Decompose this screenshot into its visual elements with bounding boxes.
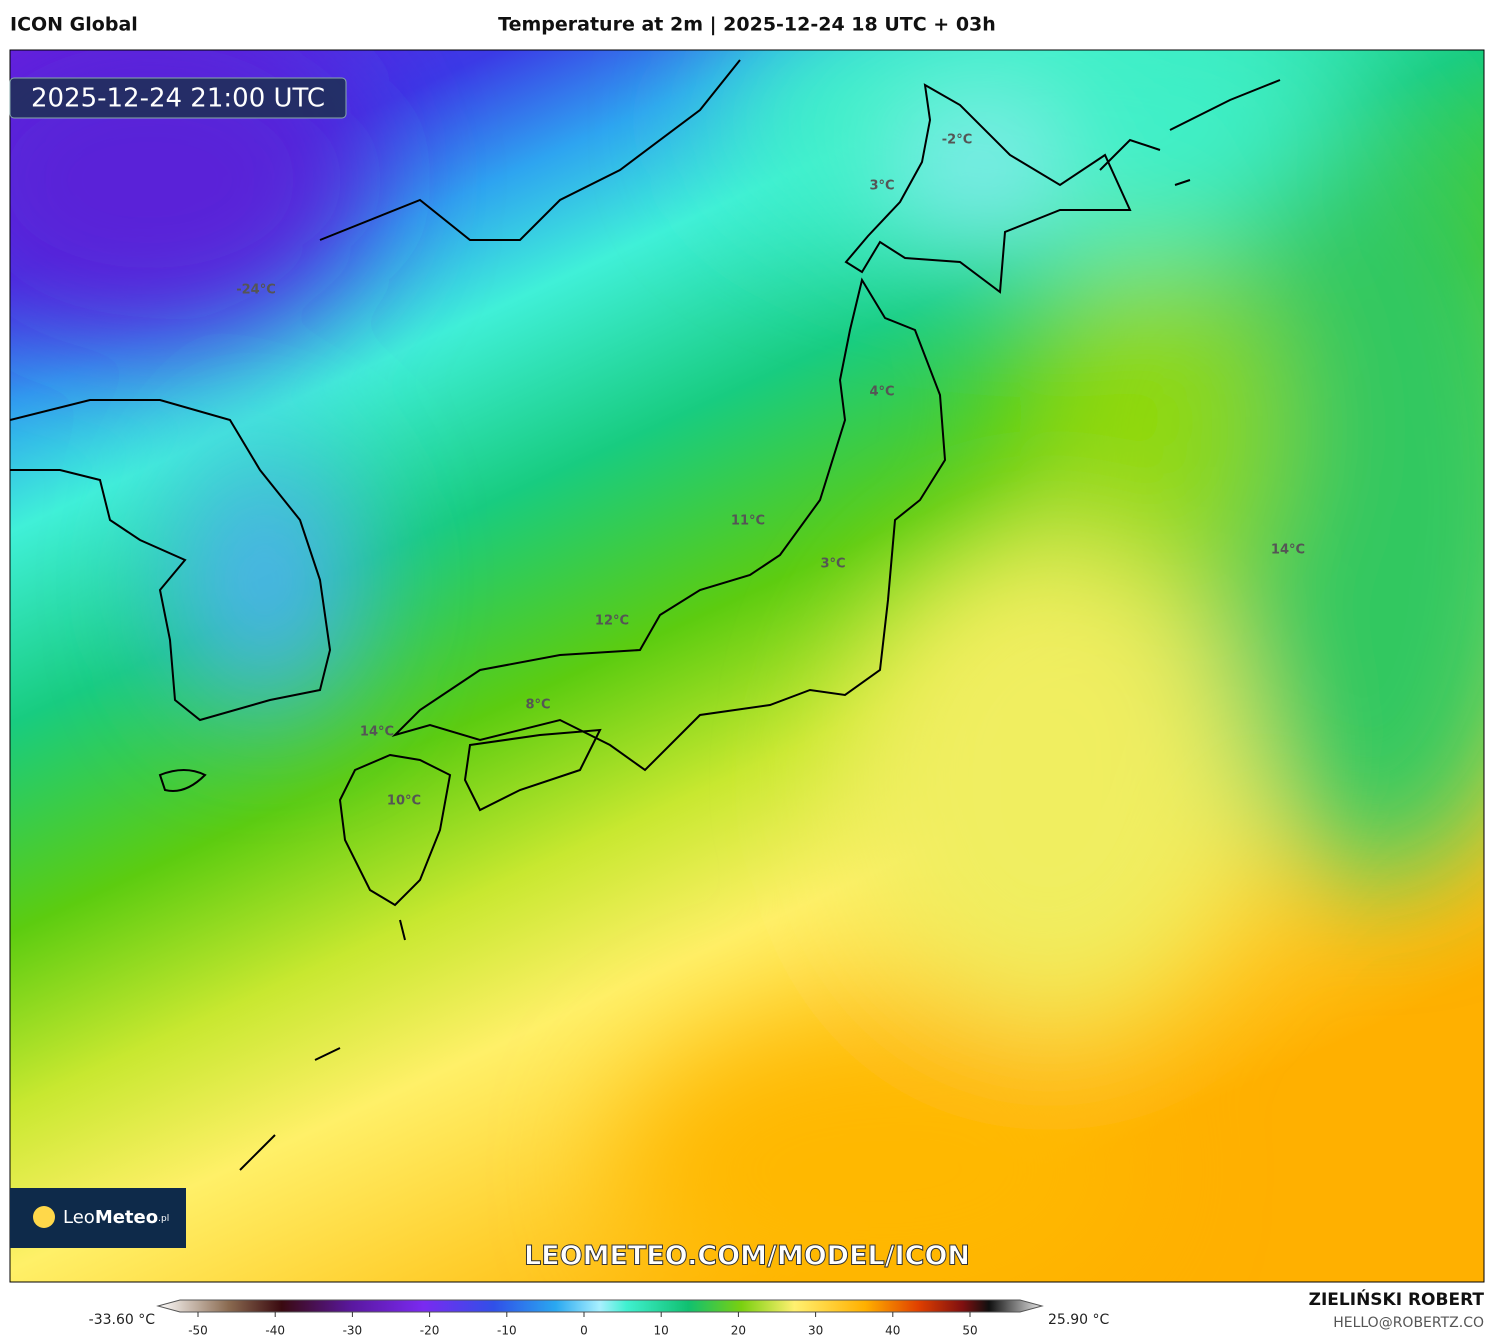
author: ZIELIŃSKI ROBERT <box>1309 1288 1485 1310</box>
email: HELLO@ROBERTZ.CO <box>1333 1315 1484 1331</box>
logo-suffix: .pl <box>158 1214 169 1224</box>
logo-sun <box>33 1206 55 1228</box>
temperature-label: 10°C <box>387 794 421 809</box>
logo-bold: Meteo <box>95 1207 158 1228</box>
coastlines <box>10 59 1281 1171</box>
timestamp: 2025-12-24 21:00 UTC <box>31 84 325 114</box>
watermark: LEOMETEO.COM/MODEL/ICON <box>524 1241 970 1272</box>
map-frame <box>9 49 1485 1283</box>
colorbar-min: -33.60 °C <box>89 1312 156 1328</box>
temperature-label: -2°C <box>942 133 972 148</box>
colorbar-tick-label: 20 <box>731 1324 746 1338</box>
temperature-label: 11°C <box>731 514 765 529</box>
colorbar-tick-label: -10 <box>497 1324 517 1338</box>
colorbar-tick-label: 0 <box>580 1324 588 1338</box>
colorbar-max: 25.90 °C <box>1048 1312 1110 1328</box>
colorbar-tick-label: 50 <box>962 1324 977 1338</box>
temperature-label: 3°C <box>869 179 894 194</box>
colorbar-tick-label: 30 <box>808 1324 823 1338</box>
temperature-label: 12°C <box>595 614 629 629</box>
colorbar <box>156 1299 1044 1313</box>
colorbar-tick-label: -20 <box>420 1324 440 1338</box>
temperature-label: 14°C <box>1271 543 1305 558</box>
logo-light: Leo <box>63 1207 95 1228</box>
colorbar-tick-label: -30 <box>343 1324 363 1338</box>
map-title: Temperature at 2m | 2025-12-24 18 UTC + … <box>498 14 996 36</box>
colorbar-tick-label: -40 <box>265 1324 285 1338</box>
model-name: ICON Global <box>10 14 138 36</box>
temperature-label: 4°C <box>869 385 894 400</box>
temperature-label: 8°C <box>525 698 550 713</box>
temperature-label: 14°C <box>360 725 394 740</box>
timestamp-box <box>9 77 347 119</box>
temperature-label: 3°C <box>820 557 845 572</box>
colorbar-tick-label: -50 <box>188 1324 208 1338</box>
temperature-label: -24°C <box>236 283 276 298</box>
colorbar-tick-label: 10 <box>654 1324 669 1338</box>
logo-text: LeoMeteo.pl <box>63 1207 169 1228</box>
colorbar-tick-label: 40 <box>885 1324 900 1338</box>
